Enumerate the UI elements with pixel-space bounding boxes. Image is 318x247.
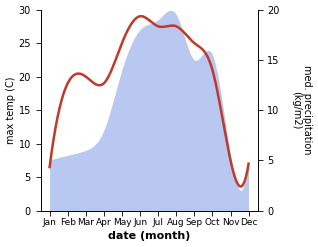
X-axis label: date (month): date (month) <box>108 231 190 242</box>
Y-axis label: med. precipitation
(kg/m2): med. precipitation (kg/m2) <box>291 65 313 155</box>
Y-axis label: max temp (C): max temp (C) <box>5 76 16 144</box>
